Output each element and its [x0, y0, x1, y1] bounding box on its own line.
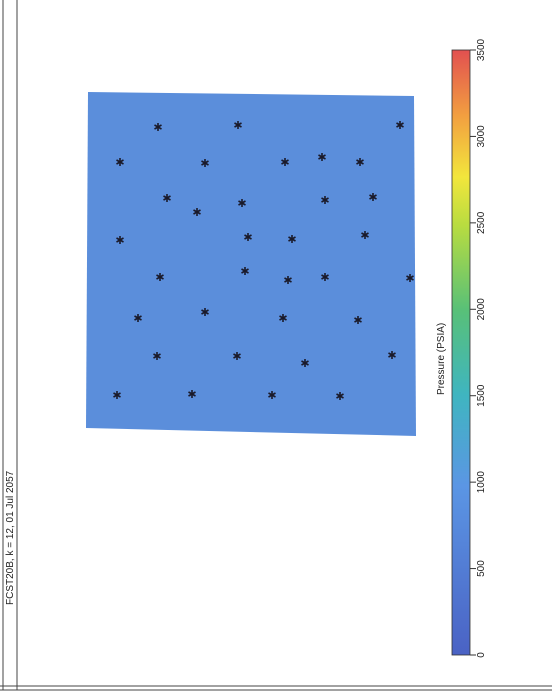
- well: [116, 158, 124, 166]
- well-stroke: [193, 209, 201, 215]
- well-stroke: [134, 315, 142, 321]
- tick-label: 1500: [476, 384, 487, 407]
- well-stroke: [321, 197, 329, 203]
- well-stroke: [281, 159, 289, 165]
- well-stroke: [188, 391, 196, 397]
- well: [154, 123, 162, 131]
- tick-label: 3500: [476, 38, 487, 61]
- well-stroke: [234, 122, 242, 128]
- well: [116, 236, 124, 244]
- well-stroke: [318, 154, 326, 160]
- well: [369, 193, 377, 201]
- well: [406, 274, 414, 282]
- colorbar-label: Pressure (PSIA): [436, 323, 447, 395]
- well-stroke: [268, 392, 276, 398]
- well: [193, 208, 201, 216]
- well: [396, 121, 404, 129]
- well: [354, 316, 362, 324]
- well: [356, 158, 364, 166]
- well-stroke: [116, 159, 124, 165]
- well-stroke: [354, 317, 362, 323]
- wells: [113, 121, 414, 400]
- well: [241, 267, 249, 275]
- colorbar-ticks: 0 500 1000 1500 2000 2500 3000 3500: [470, 38, 487, 658]
- well: [244, 233, 252, 241]
- well-stroke: [156, 274, 164, 280]
- well-stroke: [369, 194, 377, 200]
- well-stroke: [201, 309, 209, 315]
- well: [163, 194, 171, 202]
- well: [336, 392, 344, 400]
- tick-label: 1000: [476, 471, 487, 494]
- tick-label: 2500: [476, 211, 487, 234]
- well: [288, 235, 296, 243]
- well: [153, 352, 161, 360]
- well: [233, 352, 241, 360]
- title: FCST20B, k = 12, 01 Jul 2057: [5, 470, 16, 605]
- tick-label: 500: [476, 560, 487, 577]
- well-stroke: [113, 392, 121, 398]
- grid-map: [86, 92, 416, 436]
- well-stroke: [153, 353, 161, 359]
- well-stroke: [233, 353, 241, 359]
- well-stroke: [336, 393, 344, 399]
- well-stroke: [201, 160, 209, 166]
- well-stroke: [356, 159, 364, 165]
- well: [201, 159, 209, 167]
- well-stroke: [284, 277, 292, 283]
- well-stroke: [279, 315, 287, 321]
- well: [156, 273, 164, 281]
- well: [281, 158, 289, 166]
- well: [284, 276, 292, 284]
- well: [301, 359, 309, 367]
- well: [134, 314, 142, 322]
- tick-label: 2000: [476, 298, 487, 321]
- well-stroke: [361, 232, 369, 238]
- well: [388, 351, 396, 359]
- well-stroke: [388, 352, 396, 358]
- well: [279, 314, 287, 322]
- tick-label: 3000: [476, 125, 487, 148]
- well-stroke: [301, 360, 309, 366]
- well: [201, 308, 209, 316]
- well-stroke: [288, 236, 296, 242]
- well: [188, 390, 196, 398]
- well-stroke: [406, 275, 414, 281]
- well: [113, 391, 121, 399]
- well-stroke: [241, 268, 249, 274]
- well-stroke: [116, 237, 124, 243]
- colorbar: [451, 49, 471, 656]
- well-stroke: [163, 195, 171, 201]
- well-stroke: [244, 234, 252, 240]
- well: [361, 231, 369, 239]
- well-stroke: [154, 124, 162, 130]
- well: [234, 121, 242, 129]
- well-stroke: [321, 274, 329, 280]
- well-stroke: [238, 200, 246, 206]
- well: [268, 391, 276, 399]
- well: [318, 153, 326, 161]
- tick-label: 0: [476, 652, 487, 658]
- well: [238, 199, 246, 207]
- well-stroke: [396, 122, 404, 128]
- well: [321, 273, 329, 281]
- well: [321, 196, 329, 204]
